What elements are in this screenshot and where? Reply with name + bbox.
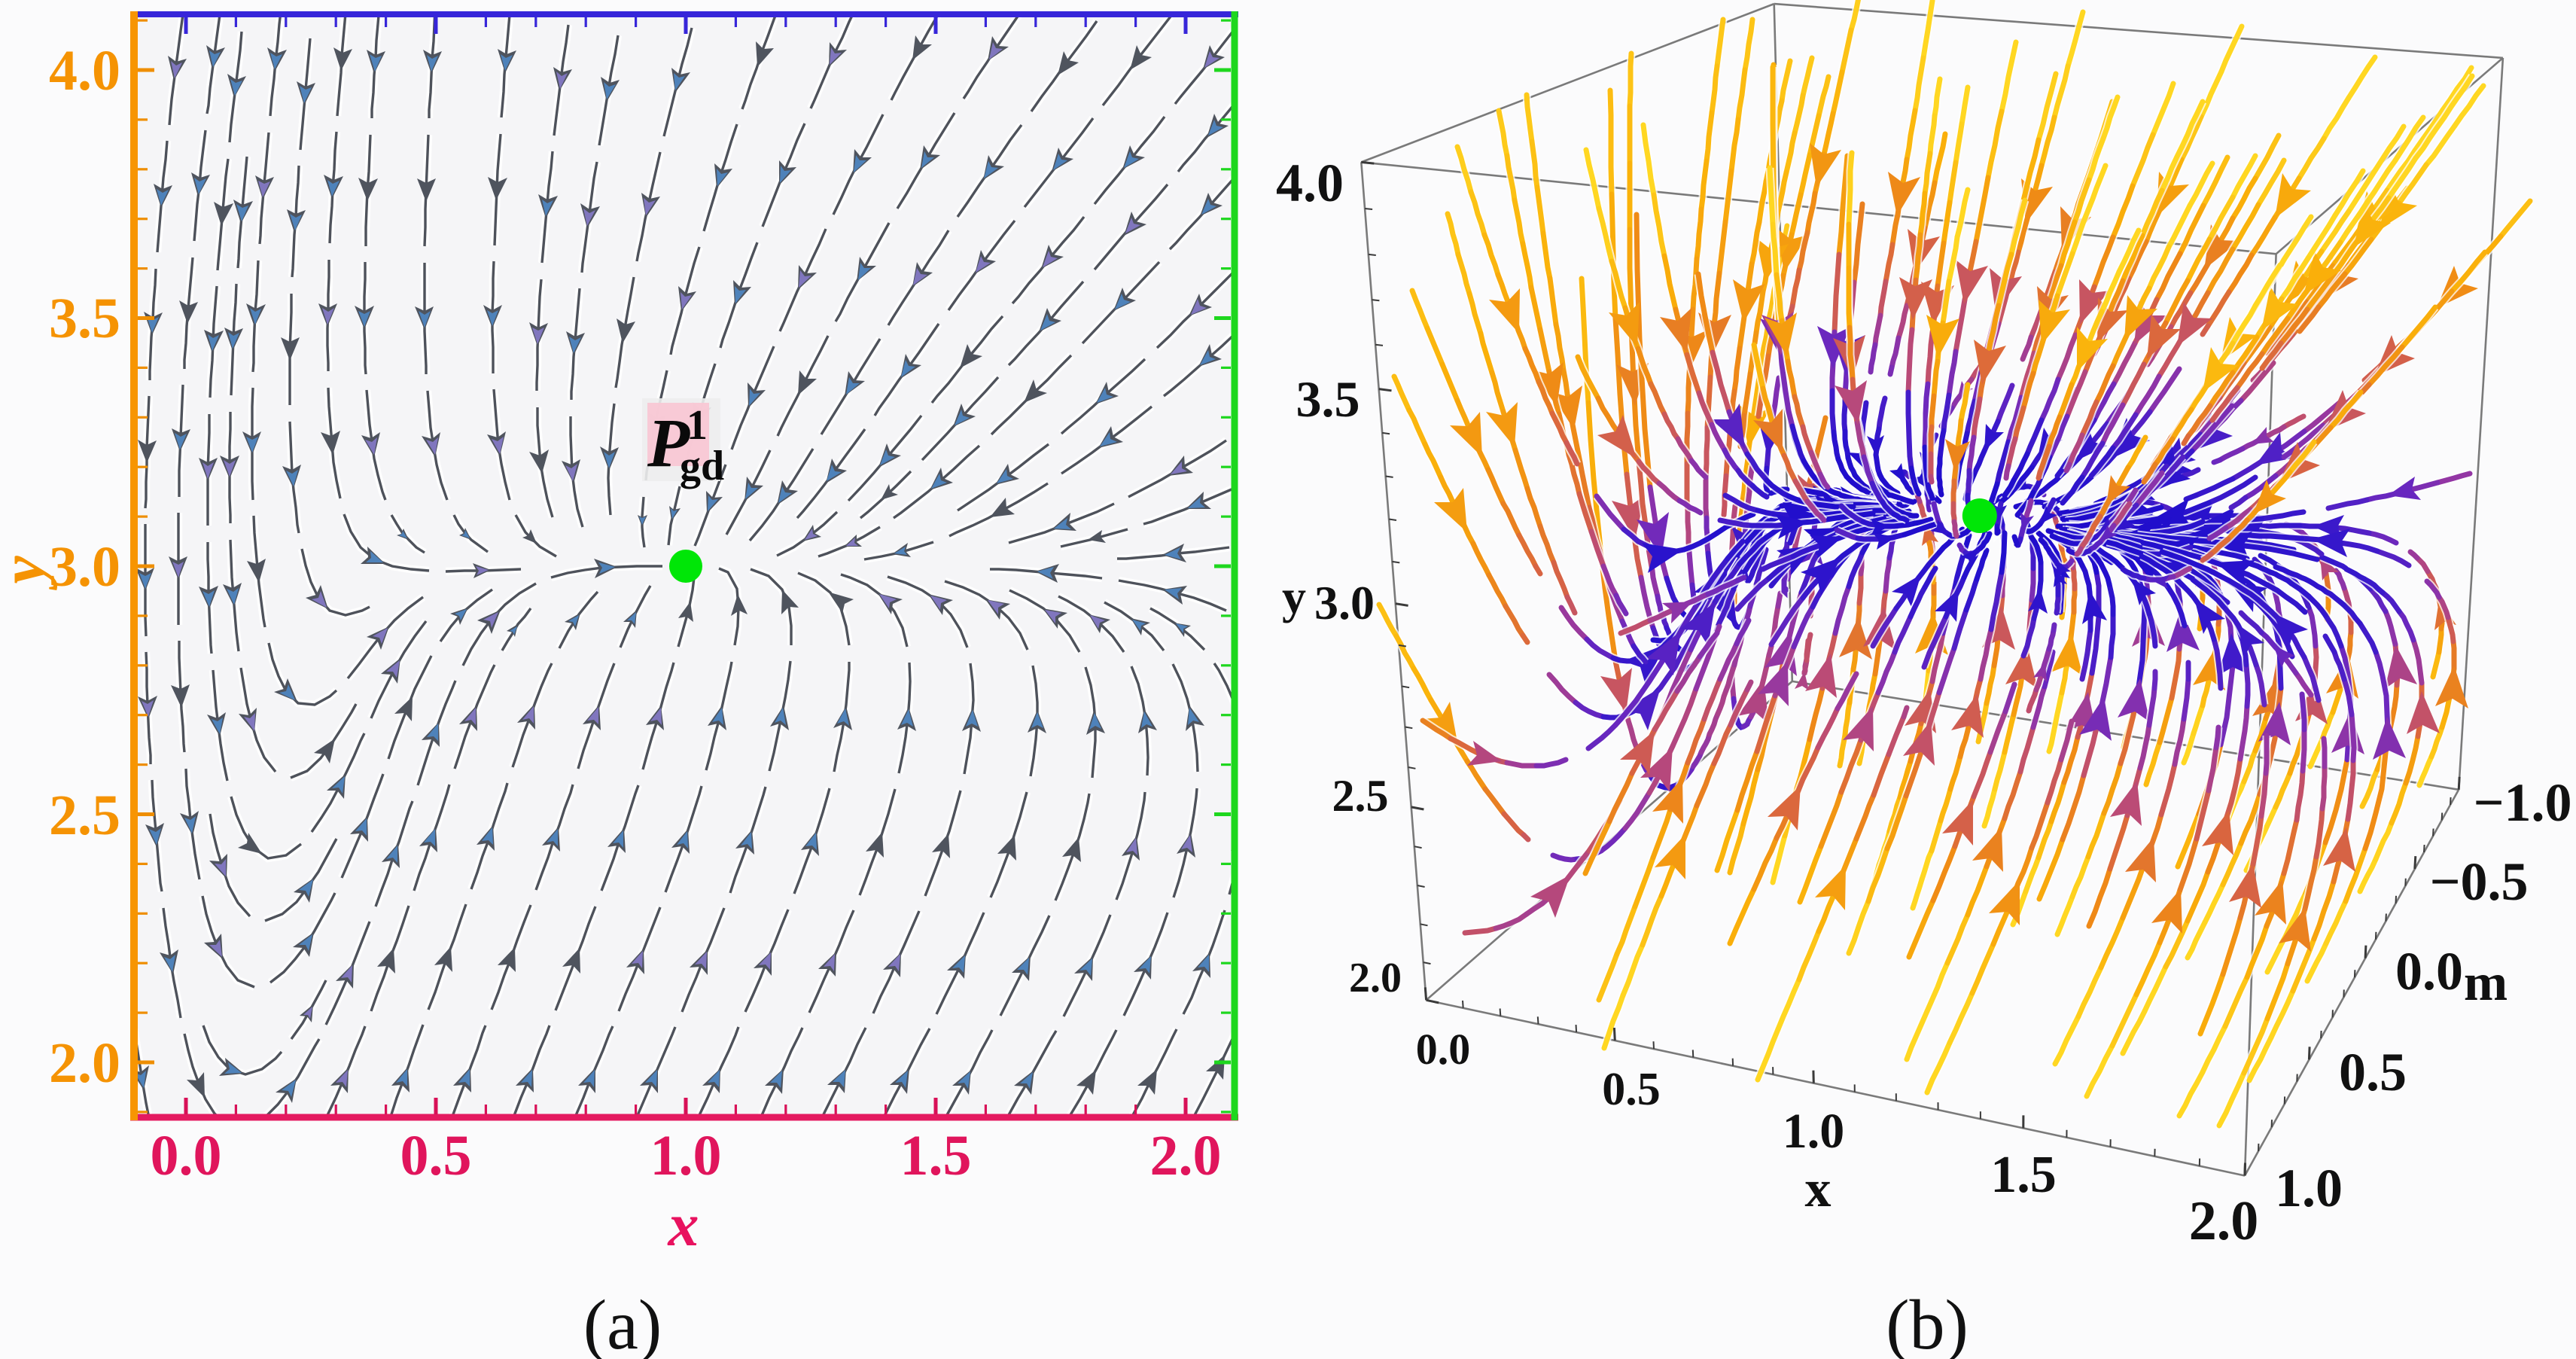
- svg-text:x: x: [1805, 1160, 1832, 1218]
- svg-text:1.0: 1.0: [1783, 1104, 1845, 1159]
- svg-text:1.0: 1.0: [2275, 1158, 2343, 1218]
- svg-text:3.5: 3.5: [49, 287, 120, 350]
- svg-text:0.0: 0.0: [151, 1124, 222, 1187]
- svg-text:(b): (b): [1886, 1286, 1969, 1359]
- svg-text:2.5: 2.5: [1332, 771, 1389, 821]
- svg-text:3.0: 3.0: [1314, 576, 1375, 629]
- svg-text:2.0: 2.0: [2189, 1190, 2259, 1252]
- svg-text:1.0: 1.0: [650, 1124, 722, 1187]
- svg-text:P: P: [647, 404, 690, 481]
- svg-text:1.5: 1.5: [1990, 1146, 2057, 1204]
- svg-text:2.0: 2.0: [1150, 1124, 1222, 1187]
- svg-text:m: m: [2464, 954, 2507, 1012]
- svg-text:0.0: 0.0: [1416, 1025, 1471, 1074]
- svg-text:2.0: 2.0: [49, 1031, 120, 1095]
- svg-text:gd: gd: [680, 443, 724, 489]
- svg-text:3.5: 3.5: [1296, 370, 1360, 428]
- svg-text:2.0: 2.0: [1349, 955, 1402, 1001]
- svg-text:3.0: 3.0: [49, 535, 120, 599]
- svg-text:1.5: 1.5: [900, 1124, 972, 1187]
- svg-text:(a): (a): [583, 1286, 662, 1359]
- svg-text:4.0: 4.0: [49, 39, 120, 102]
- svg-text:0.5: 0.5: [400, 1124, 472, 1187]
- svg-text:x: x: [668, 1190, 699, 1259]
- svg-text:−1.0: −1.0: [2473, 772, 2571, 833]
- svg-text:2.5: 2.5: [49, 784, 120, 847]
- svg-text:0.0: 0.0: [2395, 941, 2463, 1001]
- svg-text:0.5: 0.5: [1602, 1064, 1661, 1115]
- svg-text:4.0: 4.0: [1276, 153, 1344, 213]
- svg-text:0.5: 0.5: [2339, 1042, 2407, 1102]
- svg-text:1: 1: [687, 402, 708, 449]
- svg-text:y: y: [1282, 570, 1306, 623]
- svg-text:−0.5: −0.5: [2429, 852, 2528, 912]
